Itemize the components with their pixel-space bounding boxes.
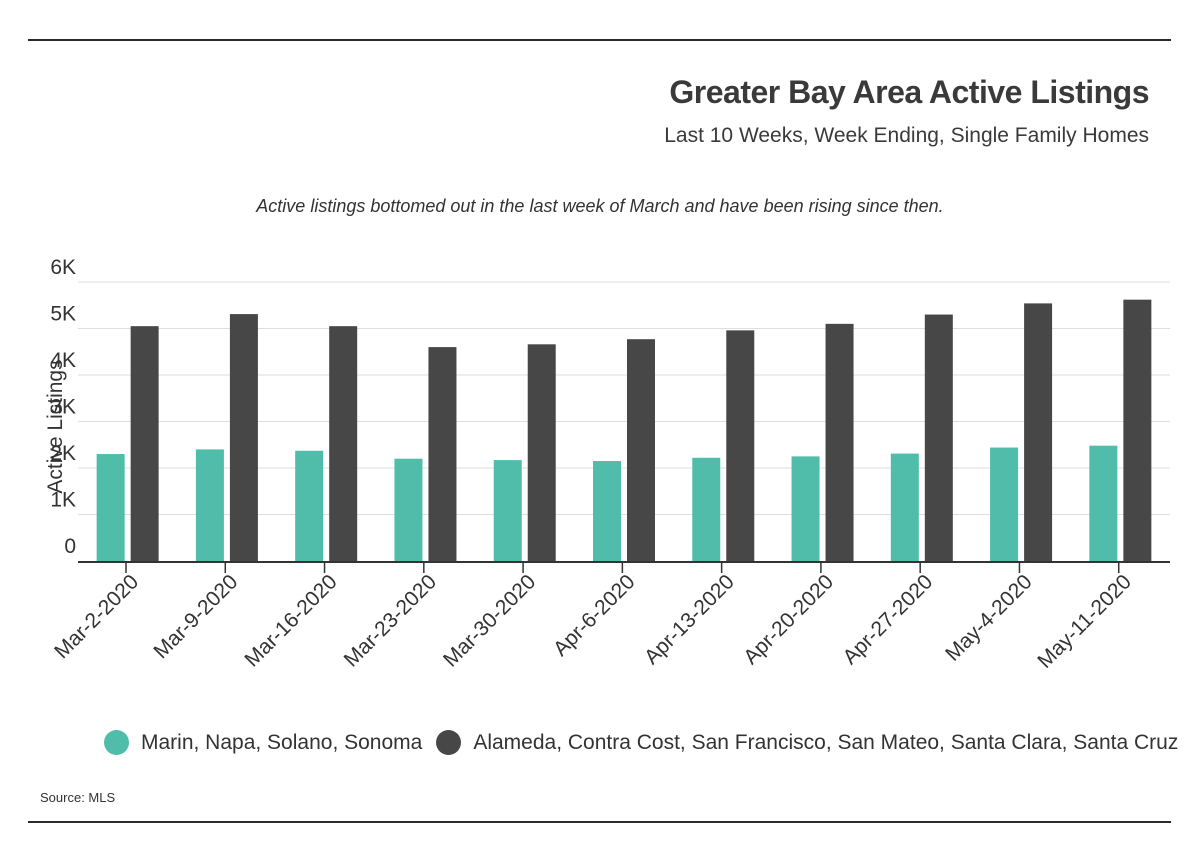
legend-item-series-1: Marin, Napa, Solano, Sonoma — [104, 730, 422, 755]
y-axis-label: Active Listings — [44, 359, 67, 493]
bar-series-2 — [130, 326, 159, 561]
bar-series-1 — [692, 457, 721, 561]
legend: Marin, Napa, Solano, Sonoma Alameda, Con… — [104, 730, 1192, 755]
bar-series-1 — [593, 461, 621, 561]
x-tick-label: Mar-30-2020 — [439, 570, 540, 671]
y-tick-label: 0 — [64, 535, 76, 558]
x-tick-label: May-11-2020 — [1033, 570, 1136, 673]
bar-series-1 — [195, 449, 224, 561]
bar-series-1 — [990, 447, 1019, 561]
bar-series-2 — [627, 339, 655, 561]
bar-series-2 — [329, 326, 358, 561]
bar-series-2 — [1024, 303, 1053, 561]
bar-series-2 — [825, 323, 854, 561]
legend-label-series-1: Marin, Napa, Solano, Sonoma — [141, 730, 423, 754]
bar-series-1 — [295, 450, 324, 561]
x-tick-label: Mar-9-2020 — [149, 570, 242, 663]
y-tick-label: 6K — [50, 256, 76, 279]
legend-label-series-2: Alameda, Contra Cost, San Francisco, San… — [473, 730, 1179, 754]
chart-annotation: Active listings bottomed out in the last… — [256, 196, 944, 216]
bottom-rule — [28, 821, 1171, 823]
bar-series-2 — [428, 347, 457, 561]
top-rule — [28, 39, 1171, 41]
x-tick-label: Mar-2-2020 — [50, 570, 143, 663]
bar-series-1 — [394, 458, 423, 561]
bar-series-1 — [1089, 445, 1118, 561]
legend-swatch-series-2 — [436, 730, 462, 755]
bar-series-1 — [493, 460, 522, 561]
x-tick-label: Mar-16-2020 — [240, 570, 341, 671]
x-tick-label: Mar-23-2020 — [340, 570, 441, 671]
chart-title: Greater Bay Area Active Listings — [669, 74, 1149, 110]
bar-series-1 — [791, 456, 820, 561]
y-tick-label: 4K — [50, 349, 76, 372]
x-tick-label: Apr-6-2020 — [549, 570, 640, 661]
bar-series-2 — [1123, 299, 1152, 561]
bar-series-1 — [96, 454, 125, 561]
x-tick-label: Apr-20-2020 — [739, 570, 838, 669]
bar-series-1 — [890, 453, 919, 561]
bar-series-2 — [726, 330, 755, 561]
x-tick-label: Apr-13-2020 — [640, 570, 739, 669]
x-tick-label: Apr-27-2020 — [839, 570, 938, 669]
y-tick-label: 3K — [50, 396, 76, 419]
y-tick-label: 2K — [50, 442, 76, 465]
bar-series-2 — [924, 314, 953, 561]
legend-swatch-series-1 — [104, 730, 129, 755]
y-tick-label: 1K — [50, 489, 76, 512]
bar-series-2 — [527, 344, 556, 561]
bar-series-2 — [229, 314, 258, 561]
x-tick-label: May-4-2020 — [941, 570, 1037, 666]
y-tick-label: 5K — [50, 303, 76, 326]
source-note: Source: MLS — [40, 790, 116, 805]
chart-subtitle: Last 10 Weeks, Week Ending, Single Famil… — [664, 124, 1149, 147]
legend-item-series-2: Alameda, Contra Cost, San Francisco, San… — [436, 730, 1178, 755]
